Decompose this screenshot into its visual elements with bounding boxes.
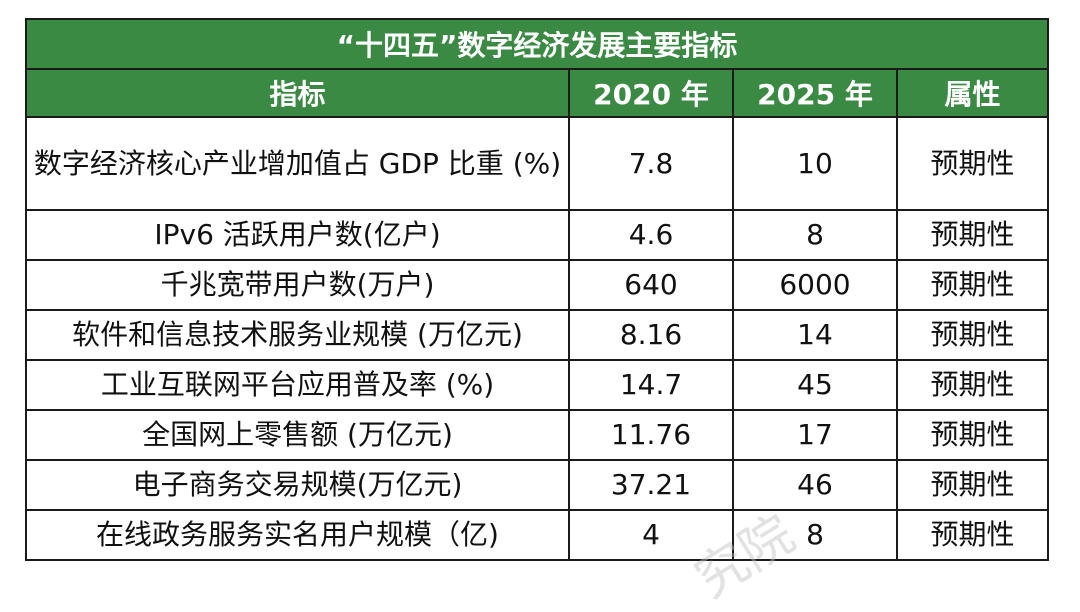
value-2025-cell: 45 bbox=[732, 359, 898, 411]
attribute-cell: 预期性 bbox=[896, 459, 1049, 511]
table-title: “十四五”数字经济发展主要指标 bbox=[25, 18, 1049, 70]
indicator-cell: IPv6 活跃用户数(亿户) bbox=[25, 209, 570, 261]
header-2025: 2025 年 bbox=[732, 68, 898, 118]
value-2025-cell: 8 bbox=[732, 509, 898, 561]
header-attribute: 属性 bbox=[896, 68, 1049, 118]
value-2020-cell: 4.6 bbox=[568, 209, 734, 261]
table-row: IPv6 活跃用户数(亿户) 4.6 8 预期性 bbox=[25, 209, 1049, 261]
indicator-cell: 工业互联网平台应用普及率 (%) bbox=[25, 359, 570, 411]
value-2020-cell: 7.8 bbox=[568, 116, 734, 211]
indicator-cell: 软件和信息技术服务业规模 (万亿元) bbox=[25, 309, 570, 361]
indicators-table-container: “十四五”数字经济发展主要指标 指标 2020 年 2025 年 属性 数字经济… bbox=[25, 18, 1049, 561]
indicator-cell: 千兆宽带用户数(万户) bbox=[25, 259, 570, 311]
attribute-cell: 预期性 bbox=[896, 359, 1049, 411]
value-2020-cell: 14.7 bbox=[568, 359, 734, 411]
value-2020-cell: 4 bbox=[568, 509, 734, 561]
indicators-table: “十四五”数字经济发展主要指标 指标 2020 年 2025 年 属性 数字经济… bbox=[25, 18, 1049, 561]
table-row: 电子商务交易规模(万亿元) 37.21 46 预期性 bbox=[25, 459, 1049, 511]
table-row: 千兆宽带用户数(万户) 640 6000 预期性 bbox=[25, 259, 1049, 311]
indicator-cell: 全国网上零售额 (万亿元) bbox=[25, 409, 570, 461]
value-2025-cell: 46 bbox=[732, 459, 898, 511]
value-2025-cell: 14 bbox=[732, 309, 898, 361]
value-2025-cell: 17 bbox=[732, 409, 898, 461]
indicator-cell: 电子商务交易规模(万亿元) bbox=[25, 459, 570, 511]
value-2025-cell: 8 bbox=[732, 209, 898, 261]
attribute-cell: 预期性 bbox=[896, 409, 1049, 461]
indicator-cell: 数字经济核心产业增加值占 GDP 比重 (%) bbox=[25, 116, 570, 211]
table-title-row: “十四五”数字经济发展主要指标 bbox=[25, 18, 1049, 70]
value-2020-cell: 11.76 bbox=[568, 409, 734, 461]
attribute-cell: 预期性 bbox=[896, 116, 1049, 211]
value-2020-cell: 640 bbox=[568, 259, 734, 311]
attribute-cell: 预期性 bbox=[896, 209, 1049, 261]
value-2020-cell: 8.16 bbox=[568, 309, 734, 361]
attribute-cell: 预期性 bbox=[896, 509, 1049, 561]
table-row: 工业互联网平台应用普及率 (%) 14.7 45 预期性 bbox=[25, 359, 1049, 411]
value-2025-cell: 10 bbox=[732, 116, 898, 211]
indicator-cell: 在线政务服务实名用户规模（亿) bbox=[25, 509, 570, 561]
header-2020: 2020 年 bbox=[568, 68, 734, 118]
value-2025-cell: 6000 bbox=[732, 259, 898, 311]
header-indicator: 指标 bbox=[25, 68, 570, 118]
table-row: 在线政务服务实名用户规模（亿) 4 8 预期性 bbox=[25, 509, 1049, 561]
attribute-cell: 预期性 bbox=[896, 259, 1049, 311]
table-row: 软件和信息技术服务业规模 (万亿元) 8.16 14 预期性 bbox=[25, 309, 1049, 361]
table-header-row: 指标 2020 年 2025 年 属性 bbox=[25, 68, 1049, 118]
attribute-cell: 预期性 bbox=[896, 309, 1049, 361]
value-2020-cell: 37.21 bbox=[568, 459, 734, 511]
table-row: 全国网上零售额 (万亿元) 11.76 17 预期性 bbox=[25, 409, 1049, 461]
table-row: 数字经济核心产业增加值占 GDP 比重 (%) 7.8 10 预期性 bbox=[25, 116, 1049, 211]
